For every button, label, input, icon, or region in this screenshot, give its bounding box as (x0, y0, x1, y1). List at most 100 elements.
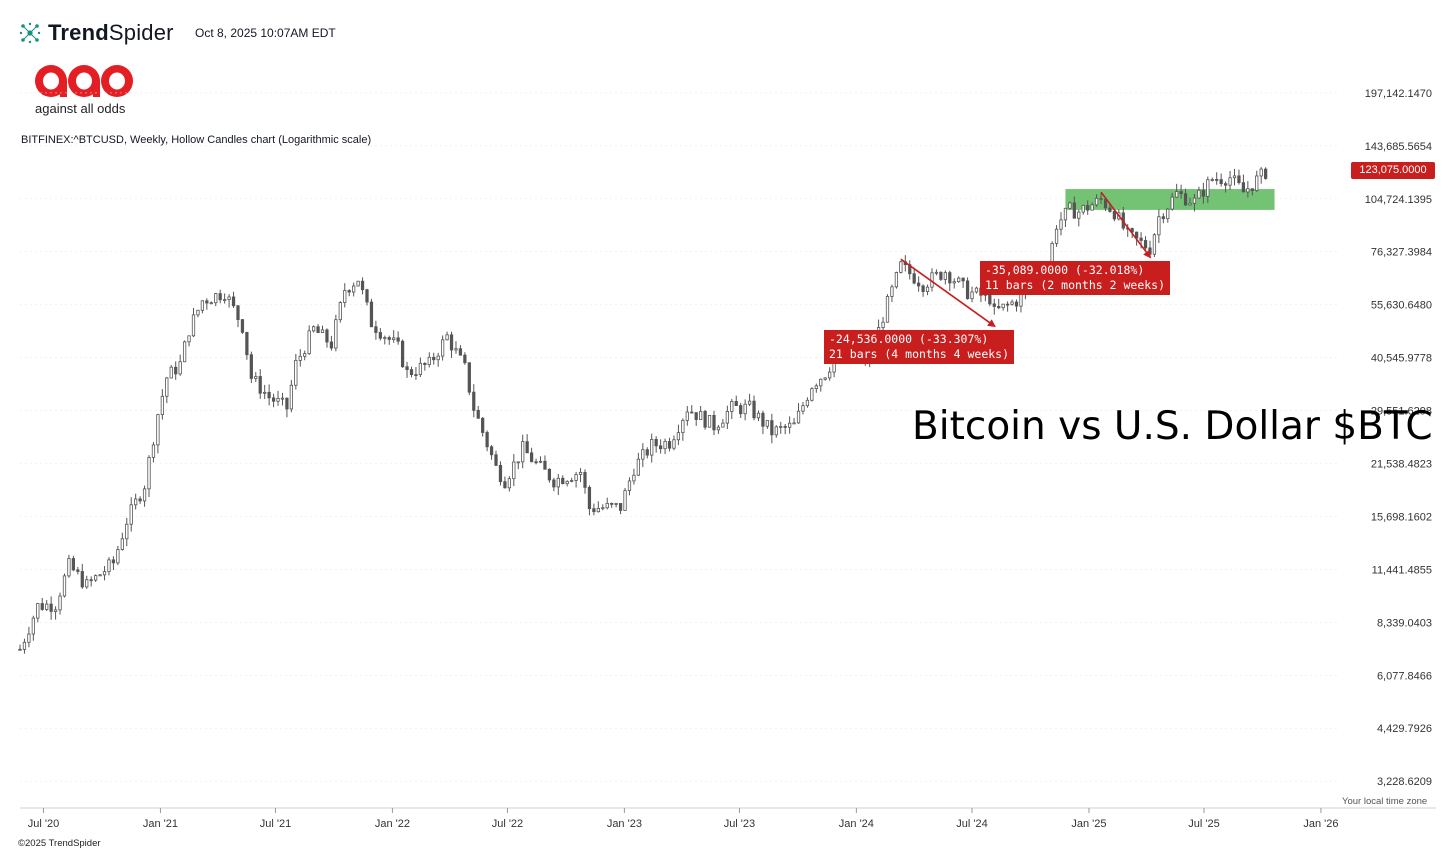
header: TrendSpider Oct 8, 2025 10:07AM EDT (0, 0, 1456, 60)
copyright: ©2025 TrendSpider (18, 838, 101, 849)
y-tick-label: 104,724.1395 (1365, 194, 1432, 206)
candle-body (205, 300, 209, 304)
candle-body (739, 405, 743, 415)
drawdown-label: -35,089.0000 (-32.018%) 11 bars (2 months… (980, 261, 1171, 295)
candle-body (805, 399, 810, 407)
candle-body (67, 558, 71, 577)
candle-body (605, 502, 609, 509)
y-tick-label: 143,685.5654 (1365, 141, 1432, 153)
candle-body (338, 302, 342, 321)
candle-body (1077, 211, 1081, 219)
candle-body (885, 296, 890, 323)
candle-body (245, 331, 249, 356)
candle-body (810, 388, 814, 401)
candle-body (667, 441, 672, 449)
drawdown-arrow (1100, 191, 1152, 259)
candle-body (374, 326, 378, 333)
candle-body (890, 286, 894, 297)
candle-body (974, 287, 979, 293)
candle-body (819, 378, 823, 387)
candle-body (36, 603, 40, 619)
candle-body (352, 285, 356, 293)
candle-body (1170, 196, 1174, 210)
candle-body (214, 293, 218, 304)
candle-body (409, 369, 414, 375)
candle-body (925, 286, 930, 292)
candle-body (396, 337, 400, 342)
candle-body (125, 523, 129, 540)
candle-body (89, 579, 93, 582)
candle-body (147, 456, 151, 490)
candle-body (311, 326, 316, 332)
x-axis: Jul '20 Jan '21 Jul '21 Jan '22 Jul '22 Jan '… (28, 808, 1339, 830)
candle-body (561, 477, 565, 485)
y-tick-label: 3,228.6209 (1377, 776, 1432, 788)
candle-body (276, 397, 280, 402)
candle-body (494, 454, 498, 466)
candle-body (676, 432, 681, 441)
candle-body (632, 474, 636, 482)
chart-title: Bitcoin vs U.S. Dollar $BTC (912, 404, 1433, 449)
candle-body (1192, 197, 1197, 204)
candle-body (610, 502, 614, 505)
candle-body (1161, 216, 1165, 220)
candle-body (236, 305, 240, 320)
y-axis: 197,142.1470 143,685.5654 104,724.1395 76,3… (1365, 88, 1432, 788)
candle-body (1246, 188, 1250, 193)
drawdown-label: -24,536.0000 (-33.307%) 21 bars (4 months… (824, 330, 1015, 364)
timestamp: Oct 8, 2025 10:07AM EDT (195, 26, 336, 40)
candle-body (320, 329, 325, 334)
candle-body (263, 391, 267, 394)
candle-body (102, 571, 107, 576)
candle-body (423, 362, 427, 366)
x-tick-label: Jul '22 (492, 818, 523, 830)
candle-body (997, 306, 1001, 309)
candle-body (156, 414, 160, 446)
candle-body (481, 417, 485, 433)
zone-rect (1065, 189, 1275, 210)
symbol-description: BITFINEX:^BTCUSD, Weekly, Hollow Candles… (21, 134, 372, 146)
candle-body (672, 439, 676, 449)
candle-body (1148, 247, 1152, 255)
candle-body (1264, 168, 1268, 179)
candle-body (307, 330, 311, 355)
candle-body (218, 293, 222, 301)
candle-body (823, 377, 827, 380)
candle-body (992, 303, 996, 307)
candle-body (899, 261, 903, 273)
candle-body (699, 411, 703, 420)
candle-body (712, 415, 716, 431)
candle-body (912, 273, 916, 284)
candle-body (249, 354, 253, 379)
drawdown-arrows (900, 191, 1152, 328)
candle-body (80, 571, 84, 588)
candle-body (1219, 179, 1223, 185)
candle-body (627, 480, 632, 492)
candle-body (921, 285, 925, 292)
x-tick-label: Jul '23 (724, 818, 755, 830)
candle-body (387, 337, 391, 340)
candle-body (1099, 197, 1103, 200)
candle-body (22, 641, 27, 650)
candle-body (343, 290, 347, 303)
candle-body (49, 603, 53, 612)
candle-body (1152, 234, 1157, 255)
candle-body (31, 617, 35, 635)
candle-body (134, 498, 138, 506)
candle-body (62, 575, 67, 597)
x-tick-label: Jul '21 (260, 818, 291, 830)
candle-body (578, 471, 583, 475)
candle-body (436, 355, 440, 361)
trendspider-logo-icon (19, 22, 41, 44)
candle-body (392, 337, 396, 340)
candle-body (547, 468, 552, 481)
candle-body (356, 280, 360, 287)
drawdown-value: -24,536.0000 (-33.307%) (829, 332, 989, 346)
candle-body (747, 400, 752, 405)
candle-body (1112, 211, 1117, 220)
y-tick-label: 15,698.1602 (1371, 511, 1432, 523)
timezone-label[interactable]: Your local time zone (1342, 796, 1428, 807)
y-tick-label: 8,339.0403 (1377, 617, 1432, 629)
candle-body (552, 479, 556, 488)
